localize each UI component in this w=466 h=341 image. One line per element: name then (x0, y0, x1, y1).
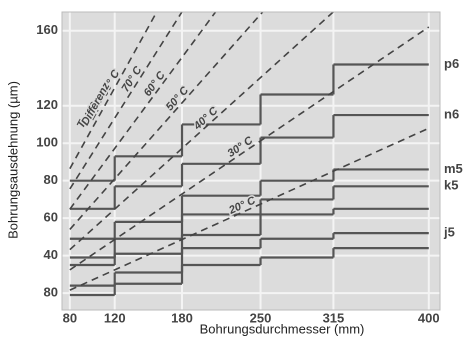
y-tick-label: 120 (36, 97, 58, 112)
legend-label: n6 (444, 107, 459, 122)
legend-label: p6 (444, 56, 459, 71)
x-tick-label: 120 (104, 310, 126, 325)
legend-label: k5 (444, 178, 458, 193)
legend-label: j5 (443, 225, 455, 240)
plot-frame (61, 11, 441, 311)
y-tick-label: 80 (44, 285, 58, 300)
legend-label: m5 (444, 161, 463, 176)
x-tick-label: 315 (323, 310, 345, 325)
x-tick-label: 180 (171, 310, 193, 325)
ref-line (69, 12, 335, 251)
ref-line (69, 127, 430, 291)
plot-area (62, 12, 440, 310)
x-axis-title: Bohrungsdurchmesser (mm) (200, 321, 365, 336)
x-tick-label: 250 (250, 310, 272, 325)
y-tick-label: 40 (44, 247, 58, 262)
y-tick-label: 60 (44, 210, 58, 225)
x-tick-label: 80 (63, 310, 77, 325)
y-tick-label: 100 (36, 135, 58, 150)
ref-line (69, 12, 264, 230)
ref-line (69, 12, 158, 170)
y-tick-label: 160 (36, 22, 58, 37)
y-tick-label: 80 (44, 172, 58, 187)
y-axis-title: Bohrungsausdehnung (µm) (5, 81, 20, 239)
ref-line (69, 26, 430, 271)
ref-line (69, 12, 217, 210)
x-tick-label: 400 (418, 310, 440, 325)
ref-line (69, 12, 183, 190)
plot-layer (69, 12, 430, 297)
